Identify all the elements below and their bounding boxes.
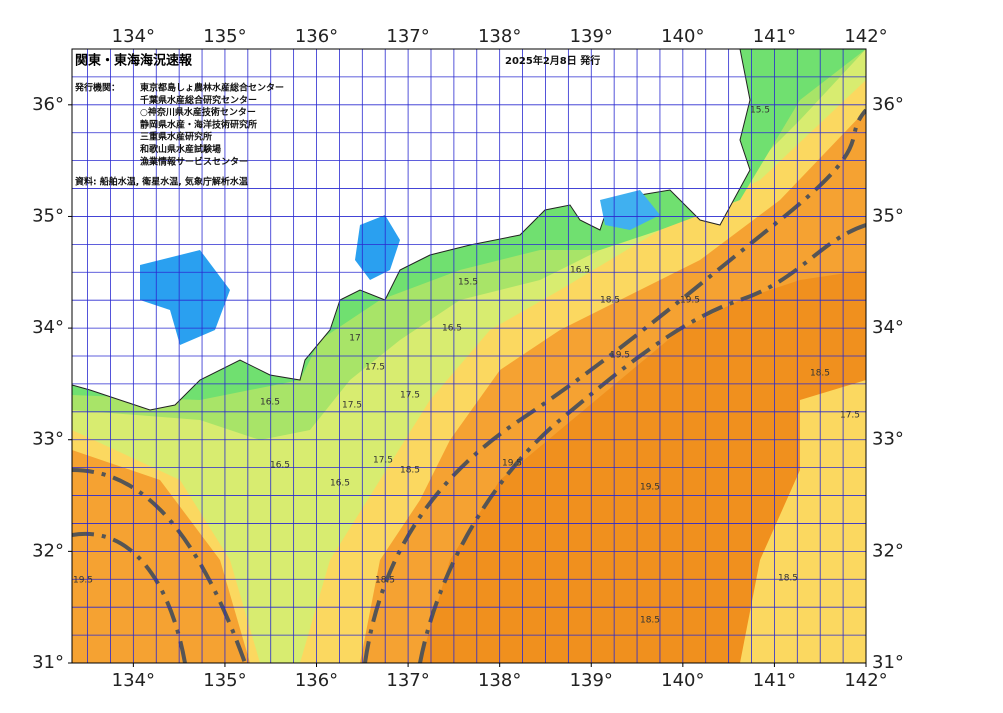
- contour-label: 18.5: [400, 466, 420, 476]
- lon-tick-label: 135°: [203, 670, 246, 691]
- contour-label: 19.5: [73, 576, 93, 586]
- ise-bay: [355, 215, 400, 280]
- warm-core: [420, 270, 866, 663]
- issuer: ○神奈川県水産技術センター: [140, 106, 256, 118]
- lat-tick-label: 31°: [32, 652, 64, 673]
- lon-tick-label: 134°: [112, 26, 155, 47]
- contour-label: 16.5: [570, 266, 590, 276]
- tokyo-bay: [600, 190, 660, 230]
- contour-label: 17.5: [840, 411, 860, 421]
- lon-tick-label: 142°: [844, 26, 887, 47]
- lat-tick-label: 34°: [872, 317, 904, 338]
- issuer: 東京都島しょ農林水産総合センター: [140, 82, 284, 94]
- issuer: 静岡県水産・海洋技術研究所: [140, 118, 257, 130]
- source: 資料: 船舶水温, 衛星水温, 気象庁解析水温: [75, 176, 248, 188]
- lon-tick-label: 140°: [661, 670, 704, 691]
- contour-label: 18.5: [810, 369, 830, 379]
- kuroshio-path: [72, 531, 187, 663]
- lat-tick-label: 33°: [872, 429, 904, 450]
- kuroshio-path: [363, 108, 866, 663]
- contour-label: 19.5: [502, 459, 522, 469]
- lon-tick-label: 141°: [753, 26, 796, 47]
- lon-tick-label: 136°: [295, 670, 338, 691]
- issuer: 和歌山県水産試験場: [139, 143, 221, 155]
- contour-label: 19.5: [610, 351, 630, 361]
- contour-label: 17.5: [400, 391, 420, 401]
- lon-tick-label: 139°: [570, 26, 613, 47]
- date: 2025年2月8日 発行: [505, 54, 600, 67]
- contour-label: 18.5: [778, 574, 798, 584]
- lat-tick-label: 35°: [32, 205, 64, 226]
- lon-tick-label: 137°: [386, 670, 429, 691]
- contour-label: 17.5: [365, 363, 385, 373]
- contour-label: 16.5: [260, 398, 280, 408]
- lon-tick-label: 135°: [203, 26, 246, 47]
- lat-tick-label: 32°: [32, 540, 64, 561]
- grid: [72, 49, 866, 663]
- sea-field: 15.5 16.5 17 17.5 17.5 17.5 16.5 16.5 16.5 17.5 18…: [72, 49, 866, 663]
- contour-label: 18.5: [375, 576, 395, 586]
- lon-tick-label: 139°: [570, 670, 613, 691]
- contour-label: 17.5: [373, 456, 393, 466]
- cool-east: [740, 380, 866, 663]
- kuroshio-path: [418, 223, 866, 663]
- kuroshio-path: [72, 468, 247, 663]
- contour-label: 15.5: [458, 278, 478, 288]
- contour-label: 17.5: [342, 401, 362, 411]
- lon-tick-label: 142°: [844, 670, 887, 691]
- land: [72, 49, 751, 411]
- lon-tick-label: 140°: [661, 26, 704, 47]
- issuer-label: 発行機関：: [74, 82, 120, 94]
- lon-tick-label: 138°: [478, 670, 521, 691]
- contour-labels: 15.5 16.5 17 17.5 17.5 17.5 16.5 16.5 16.5 17.5 18…: [73, 106, 860, 626]
- contour-label: 15.5: [750, 106, 770, 116]
- lat-tick-label: 34°: [32, 317, 64, 338]
- lon-tick-label: 136°: [295, 26, 338, 47]
- contour-label: 19.5: [680, 296, 700, 306]
- lat-tick-label: 33°: [32, 429, 64, 450]
- frame: [71, 48, 867, 664]
- issuer: 漁業情報サービスセンター: [140, 155, 248, 167]
- issuer: 三重県水産研究所: [140, 131, 212, 143]
- ticks: 134° 134° 135° 135° 136° 136° 137° 137° 138° 138°…: [32, 26, 904, 691]
- lat-tick-label: 31°: [872, 652, 904, 673]
- contour-label: 18.5: [640, 616, 660, 626]
- lat-tick-label: 36°: [32, 94, 64, 115]
- issuer: 千葉県水産総合研究センター: [140, 94, 257, 106]
- lat-tick-label: 32°: [872, 540, 904, 561]
- contour-label: 16.5: [442, 324, 462, 334]
- contour-label: 17: [349, 334, 360, 344]
- title: 関東・東海海況速報: [75, 53, 193, 69]
- seto-sea: [140, 250, 230, 345]
- contour-label: 16.5: [270, 461, 290, 471]
- lat-tick-label: 35°: [872, 205, 904, 226]
- lat-tick-label: 36°: [872, 94, 904, 115]
- lon-tick-label: 134°: [112, 670, 155, 691]
- lon-tick-label: 138°: [478, 26, 521, 47]
- contour-label: 16.5: [330, 479, 350, 489]
- contour-label: 19.5: [640, 483, 660, 493]
- contour-label: 18.5: [600, 296, 620, 306]
- lon-tick-label: 141°: [753, 670, 796, 691]
- lon-tick-label: 137°: [386, 26, 429, 47]
